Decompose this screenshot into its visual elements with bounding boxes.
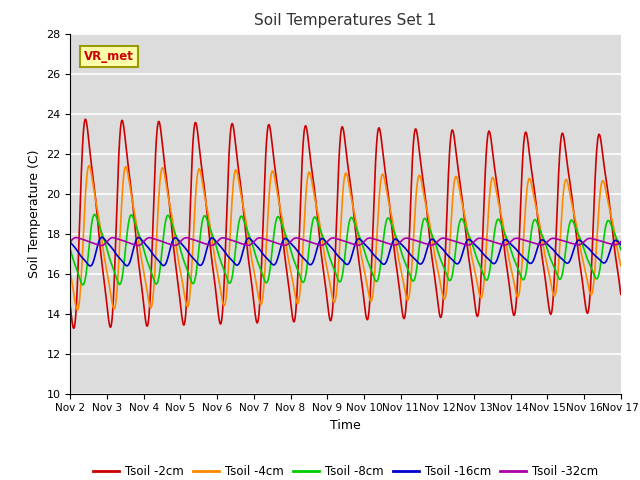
Tsoil -16cm <box>221 249 228 254</box>
Tsoil -4cm <box>569 204 577 210</box>
Tsoil -8cm <box>362 253 370 259</box>
Tsoil -4cm <box>584 281 592 287</box>
Tsoil -2cm <box>362 312 370 318</box>
Tsoil -32cm <box>362 237 370 242</box>
Tsoil -8cm <box>221 268 228 274</box>
Tsoil -4cm <box>67 270 74 276</box>
Tsoil -16cm <box>362 242 370 248</box>
Tsoil -16cm <box>506 240 514 246</box>
Tsoil -16cm <box>569 250 577 256</box>
Text: VR_met: VR_met <box>84 50 134 63</box>
Tsoil -2cm <box>82 116 90 122</box>
Tsoil -4cm <box>85 163 93 168</box>
Tsoil -4cm <box>506 261 514 266</box>
Tsoil -16cm <box>98 234 106 240</box>
Tsoil -16cm <box>67 240 74 245</box>
Tsoil -4cm <box>74 307 81 313</box>
Tsoil -16cm <box>374 256 381 262</box>
Tsoil -2cm <box>374 128 381 134</box>
Tsoil -2cm <box>67 304 74 310</box>
Line: Tsoil -16cm: Tsoil -16cm <box>70 237 621 266</box>
Tsoil -16cm <box>617 241 625 247</box>
Tsoil -32cm <box>72 235 80 240</box>
Tsoil -2cm <box>506 287 514 293</box>
Line: Tsoil -32cm: Tsoil -32cm <box>70 238 621 246</box>
Tsoil -8cm <box>569 218 577 224</box>
Tsoil -8cm <box>617 247 625 252</box>
Tsoil -32cm <box>584 236 592 241</box>
Line: Tsoil -2cm: Tsoil -2cm <box>70 119 621 328</box>
Tsoil -32cm <box>97 243 105 249</box>
Tsoil -4cm <box>221 303 228 309</box>
Tsoil -16cm <box>86 263 94 269</box>
Tsoil -8cm <box>374 277 381 283</box>
Tsoil -32cm <box>506 240 514 245</box>
X-axis label: Time: Time <box>330 419 361 432</box>
Tsoil -8cm <box>584 257 592 263</box>
Tsoil -32cm <box>221 235 228 241</box>
Tsoil -4cm <box>617 263 625 268</box>
Y-axis label: Soil Temperature (C): Soil Temperature (C) <box>28 149 41 278</box>
Tsoil -8cm <box>91 212 99 217</box>
Line: Tsoil -4cm: Tsoil -4cm <box>70 166 621 310</box>
Tsoil -32cm <box>617 239 625 244</box>
Tsoil -2cm <box>569 200 577 205</box>
Tsoil -32cm <box>374 237 381 243</box>
Tsoil -32cm <box>569 240 577 246</box>
Tsoil -2cm <box>617 291 625 297</box>
Tsoil -2cm <box>584 310 592 315</box>
Legend: Tsoil -2cm, Tsoil -4cm, Tsoil -8cm, Tsoil -16cm, Tsoil -32cm: Tsoil -2cm, Tsoil -4cm, Tsoil -8cm, Tsoi… <box>88 461 603 480</box>
Tsoil -8cm <box>506 244 514 250</box>
Tsoil -2cm <box>221 274 228 280</box>
Tsoil -32cm <box>67 239 74 244</box>
Line: Tsoil -8cm: Tsoil -8cm <box>70 215 621 285</box>
Tsoil -2cm <box>70 325 77 331</box>
Tsoil -16cm <box>584 245 592 251</box>
Title: Soil Temperatures Set 1: Soil Temperatures Set 1 <box>255 13 436 28</box>
Tsoil -4cm <box>374 216 381 221</box>
Tsoil -8cm <box>79 282 87 288</box>
Tsoil -4cm <box>362 276 370 281</box>
Tsoil -8cm <box>67 247 74 252</box>
